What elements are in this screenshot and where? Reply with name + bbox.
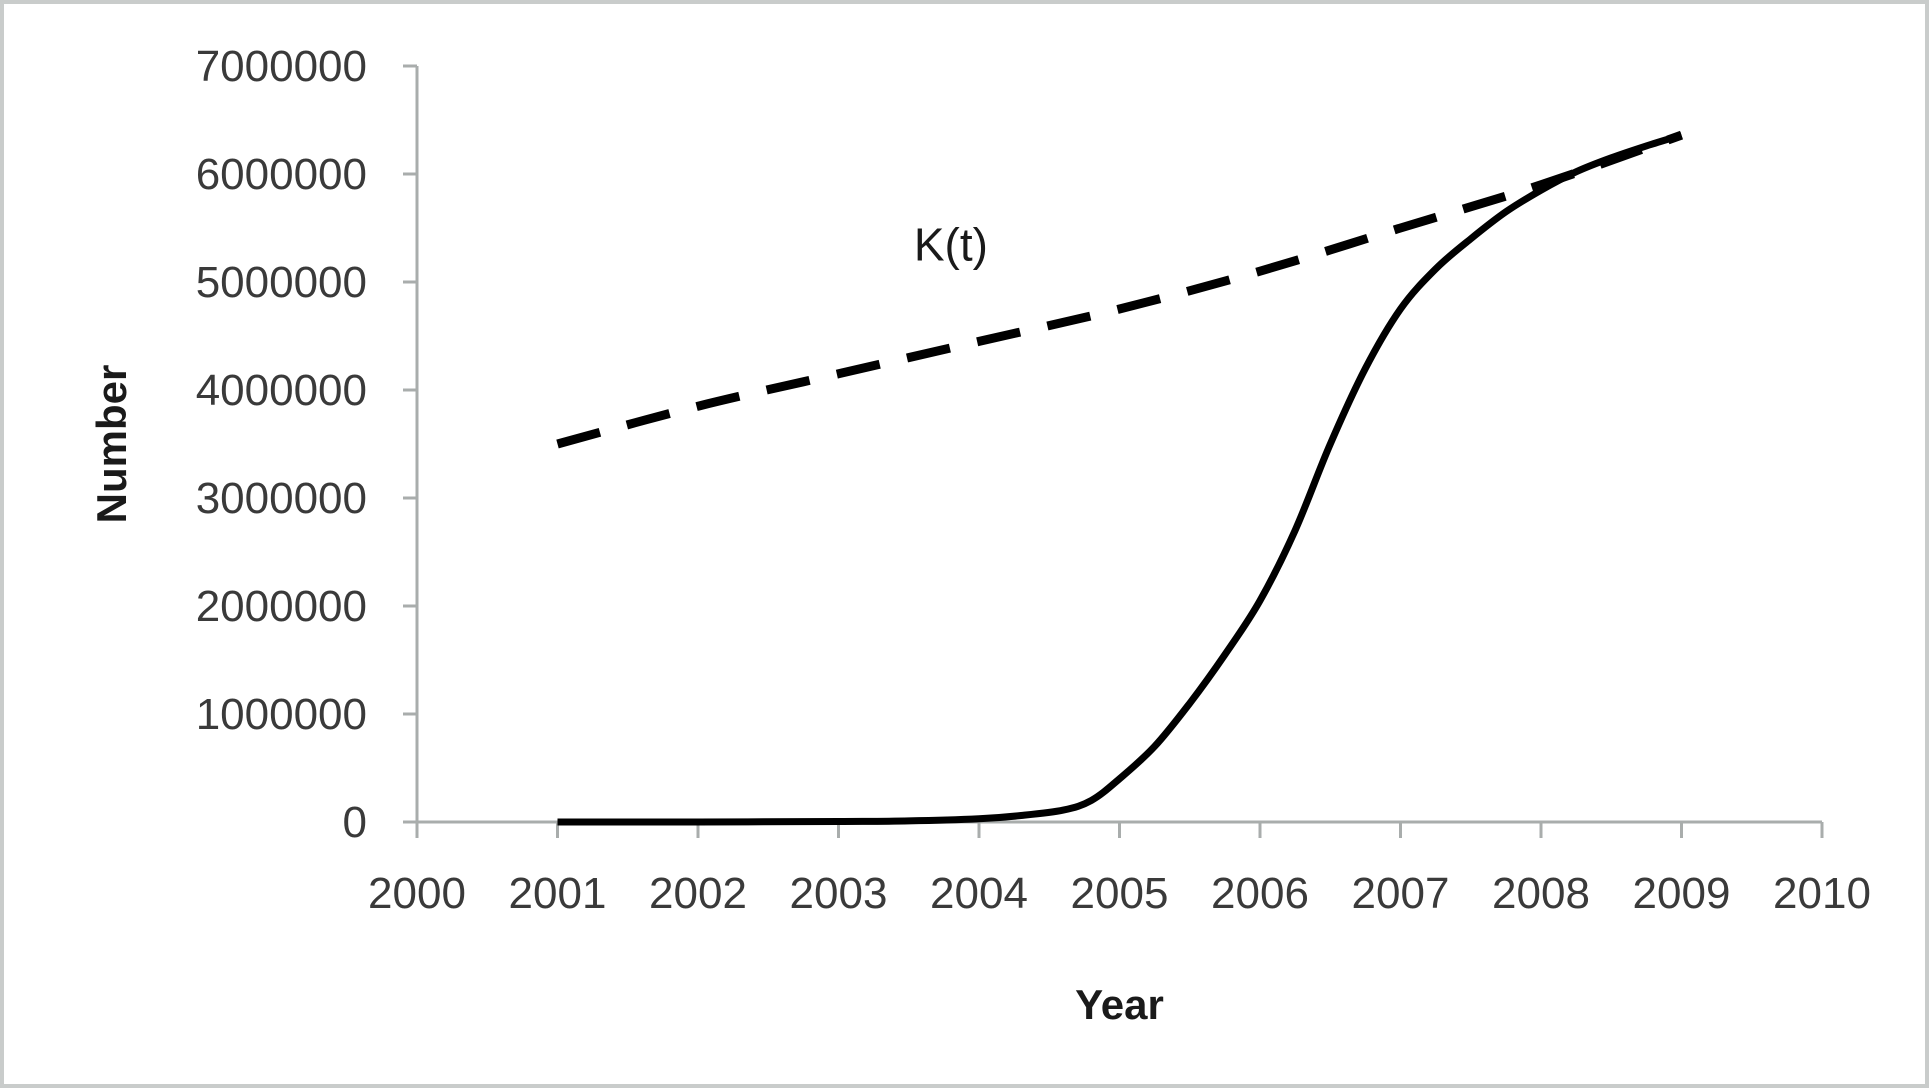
annotation-label: K(t): [914, 218, 988, 270]
x-axis-title: Year: [1075, 981, 1164, 1028]
y-axis-title: Number: [88, 365, 135, 524]
line-chart: 0 1000000 2000000 3000000 4000000 5000000 6000…: [88, 42, 1871, 1028]
x-tick-label: 2005: [1071, 869, 1169, 918]
y-tick-label: 5000000: [196, 258, 367, 307]
x-tick-label: 2004: [930, 869, 1028, 918]
x-axis-ticks: 2000 2001 2002 2003 2004 2005 2006 2007 2008 2009…: [368, 822, 1871, 918]
annotations: K(t): [914, 218, 988, 270]
series-line-solid: [557, 131, 1683, 826]
y-tick-label: 6000000: [196, 150, 367, 199]
x-tick-label: 2001: [509, 869, 607, 918]
y-tick-label: 7000000: [196, 42, 367, 91]
y-tick-label: 2000000: [196, 582, 367, 631]
series-line-k-t-dashed: [556, 130, 1684, 449]
x-tick-label: 2010: [1773, 869, 1871, 918]
x-tick-label: 2002: [649, 869, 747, 918]
x-tick-label: 2008: [1492, 869, 1590, 918]
axes: [415, 66, 1822, 824]
x-tick-label: 2009: [1633, 869, 1731, 918]
x-tick-label: 2007: [1352, 869, 1450, 918]
x-tick-label: 2006: [1211, 869, 1309, 918]
y-tick-label: 1000000: [196, 690, 367, 739]
y-tick-label: 4000000: [196, 366, 367, 415]
x-tick-label: 2000: [368, 869, 466, 918]
y-tick-label: 3000000: [196, 474, 367, 523]
x-tick-label: 2003: [790, 869, 888, 918]
y-axis-ticks: 0 1000000 2000000 3000000 4000000 5000000 6000…: [196, 42, 417, 847]
series-layer: [556, 130, 1684, 826]
y-tick-label: 0: [343, 798, 367, 847]
